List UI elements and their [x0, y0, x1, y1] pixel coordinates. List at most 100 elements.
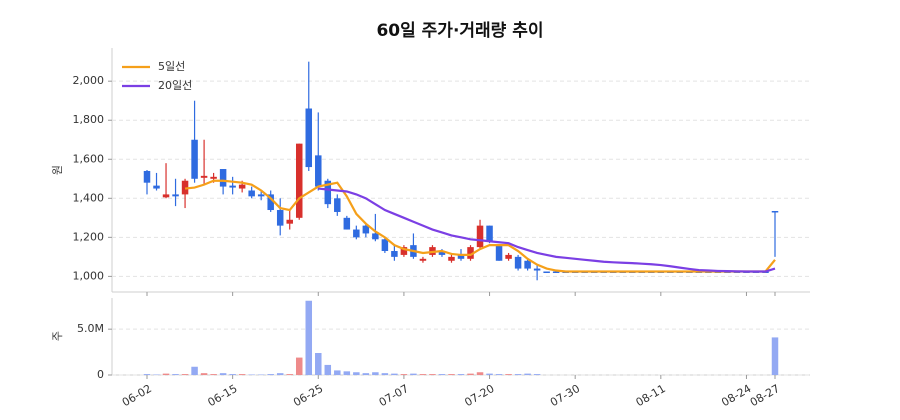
volume-bar [267, 374, 274, 375]
x-tick-label: 06-25 [291, 382, 325, 409]
candle-body [486, 225, 493, 242]
volume-bar [448, 374, 455, 375]
candle-body [457, 254, 465, 259]
x-tick-label: 06-02 [120, 382, 154, 409]
volume-bar [419, 374, 427, 375]
volume-bar [324, 364, 332, 375]
candle-body [172, 194, 179, 197]
candle-body [448, 256, 455, 261]
candle-body [543, 271, 550, 274]
candle-body [343, 217, 351, 230]
y-tick-label: 1,000 [73, 269, 105, 282]
y-tick-label: 1,600 [73, 152, 105, 165]
volume-bar [353, 372, 360, 375]
x-tick-label: 07-30 [548, 382, 582, 409]
volume-bar [315, 353, 322, 375]
y-tick-label: 2,000 [73, 74, 105, 87]
y-tick-label: 0 [97, 368, 104, 381]
volume-bar [343, 371, 351, 375]
x-tick-label: 07-07 [377, 382, 411, 409]
volume-bar [505, 374, 512, 375]
volume-bar [410, 373, 417, 375]
volume-bar [486, 373, 493, 375]
chart-title: 60일 주가·거래량 추이 [376, 21, 543, 41]
volume-bar [438, 374, 446, 375]
candle-body [334, 198, 341, 212]
volume-bar [191, 366, 198, 375]
legend-label: 5일선 [158, 59, 185, 73]
volume-bar [181, 374, 189, 375]
volume-bar [295, 357, 303, 375]
candle-body [419, 258, 427, 261]
volume-bar [495, 374, 503, 375]
volume-bar [210, 374, 217, 375]
volume-bar [771, 337, 779, 375]
volume-bar [143, 374, 151, 375]
candle-body [267, 194, 274, 211]
candle-body [771, 210, 779, 213]
candle-body [495, 245, 503, 261]
candle-body [238, 184, 246, 189]
volume-bar [429, 374, 436, 375]
candle-body [353, 229, 360, 238]
candle-body [524, 260, 531, 269]
candle-body [315, 155, 322, 187]
y-axis-label: 원 [51, 165, 64, 175]
volume-bar [162, 373, 170, 375]
candle-body [295, 143, 303, 218]
candle-body [191, 139, 198, 179]
candle-body [229, 185, 236, 188]
candle-body [438, 251, 446, 255]
candle-body [372, 233, 379, 240]
volume-bar [514, 374, 522, 375]
y-tick-label: 1,800 [73, 113, 105, 126]
y-tick-label: 1,200 [73, 230, 105, 243]
volume-bar [229, 374, 236, 375]
candle-body [381, 239, 389, 252]
volume-bar [305, 300, 313, 375]
y-tick-label: 1,400 [73, 191, 105, 204]
x-tick-label: 08-24 [719, 382, 753, 409]
volume-bar [391, 373, 398, 375]
volume-bar [219, 373, 227, 375]
x-tick-label: 08-27 [748, 382, 782, 409]
candle-body [533, 268, 541, 271]
volume-bar [200, 373, 208, 375]
volume-bar [238, 374, 246, 375]
ma-line [184, 179, 776, 273]
volume-bar [372, 372, 379, 375]
volume-bar [524, 373, 531, 375]
volume-bar [457, 374, 465, 375]
volume-bar [533, 374, 541, 375]
volume-bar [476, 372, 484, 375]
candle-body [400, 247, 408, 255]
legend-label: 20일선 [158, 78, 192, 92]
volume-bar [381, 373, 389, 375]
candle-body [324, 180, 332, 205]
y-tick-label: 5.0M [77, 322, 104, 335]
volume-bar [400, 374, 408, 375]
volume-bar [467, 373, 474, 375]
candle-body [467, 247, 474, 259]
volume-bar [334, 370, 341, 375]
candle-body [305, 108, 313, 168]
candle-body [200, 175, 208, 178]
ma-line [318, 187, 776, 273]
candle-body [514, 256, 522, 269]
candle-body [153, 185, 160, 189]
x-tick-label: 07-20 [462, 382, 496, 409]
y-axis-label: 주 [51, 331, 64, 341]
candle-body [143, 170, 151, 183]
candle-body [162, 194, 170, 198]
candle-body [505, 254, 512, 259]
x-tick-label: 08-11 [634, 382, 668, 409]
x-tick-label: 06-15 [205, 382, 239, 409]
candle-body [210, 176, 217, 179]
volume-bar [172, 374, 179, 375]
candle-body [362, 225, 370, 234]
candle-body [248, 190, 255, 197]
candle-body [276, 210, 284, 226]
candle-body [257, 194, 265, 197]
candle-body [476, 225, 484, 248]
